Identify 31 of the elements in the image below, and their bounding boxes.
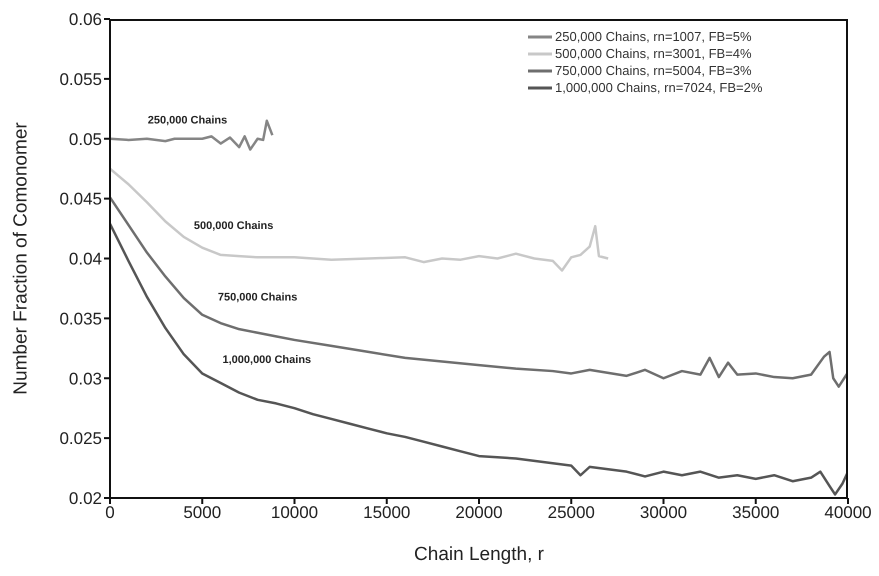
y-tick-label: 0.06 (68, 10, 102, 30)
x-tick-label: 5000 (183, 503, 222, 522)
x-tick-label: 0 (105, 503, 115, 522)
legend-label: 500,000 Chains, rn=3001, FB=4% (555, 46, 752, 61)
y-axis-title: Number Fraction of Comonomer (10, 122, 32, 395)
x-tick-label: 20000 (455, 503, 503, 522)
y-tick-label: 0.03 (68, 369, 102, 388)
y-tick-label: 0.02 (68, 489, 102, 508)
x-tick-label: 10000 (270, 503, 318, 522)
annotation: 250,000 Chains (148, 114, 228, 126)
annotation: 1,000,000 Chains (222, 354, 312, 366)
legend-label: 750,000 Chains, rn=5004, FB=3% (555, 63, 752, 78)
x-tick-label: 30000 (640, 503, 688, 522)
annotation: 500,000 Chains (194, 220, 274, 232)
y-tick-label: 0.04 (68, 250, 102, 269)
y-tick-label: 0.05 (68, 130, 102, 149)
annotation: 750,000 Chains (218, 292, 298, 304)
x-tick-label: 25000 (548, 503, 595, 522)
x-axis-title: Chain Length, r (414, 544, 545, 565)
legend-label: 250,000 Chains, rn=1007, FB=5% (555, 29, 752, 44)
x-tick-label: 15000 (363, 503, 410, 522)
y-tick-label: 0.055 (59, 70, 102, 89)
x-tick-label: 35000 (732, 503, 780, 522)
x-tick-label: 40000 (824, 503, 872, 522)
y-tick-label: 0.035 (59, 309, 102, 328)
line-series (110, 167, 610, 272)
line-series (110, 222, 848, 496)
line-series (110, 196, 848, 388)
y-tick-label: 0.025 (59, 429, 102, 448)
legend-label: 1,000,000 Chains, rn=7024, FB=2% (555, 80, 762, 95)
y-tick-label: 0.045 (59, 190, 102, 209)
